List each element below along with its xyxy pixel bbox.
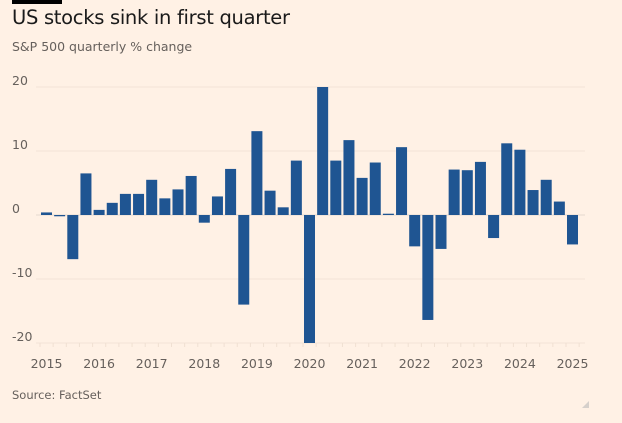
chart-subtitle: S&P 500 quarterly % change bbox=[12, 39, 193, 54]
bar-2015-q1 bbox=[41, 212, 52, 215]
bar-2022-q4 bbox=[448, 169, 460, 215]
y-tick-label: -20 bbox=[12, 329, 32, 344]
bar-2017-q3 bbox=[172, 189, 184, 215]
y-tick-label: 10 bbox=[12, 137, 28, 152]
bar-2017-q2 bbox=[159, 198, 171, 215]
bar-2015-q2 bbox=[54, 215, 66, 217]
bar-2022-q3 bbox=[435, 215, 447, 249]
x-axis: 2015 2016 2017 2018 2019 2020 2021 2022 2023 2024… bbox=[31, 356, 589, 371]
bar-2024-q4 bbox=[553, 201, 565, 215]
x-tick-label: 2025 bbox=[557, 356, 589, 371]
bar-2019-q1 bbox=[251, 131, 263, 215]
bar-2024-q2 bbox=[527, 190, 539, 215]
x-tick-label: 2017 bbox=[136, 356, 168, 371]
bar-2017-q1 bbox=[146, 179, 158, 215]
bar-2023-q2 bbox=[474, 161, 486, 215]
y-tick-label: 0 bbox=[12, 201, 20, 216]
bar-2016-q1 bbox=[93, 209, 105, 215]
bar-2022-q1 bbox=[409, 215, 421, 247]
bar-2021-q4 bbox=[396, 147, 408, 215]
bar-2018-q4 bbox=[238, 215, 250, 305]
bar-2024-q1 bbox=[514, 149, 526, 215]
bar-2015-q4 bbox=[80, 173, 92, 215]
brand-bar bbox=[12, 0, 62, 4]
bar-2020-q3 bbox=[330, 160, 342, 215]
bar-2022-q2 bbox=[422, 215, 434, 320]
x-tick-label: 2019 bbox=[241, 356, 273, 371]
x-tick-label: 2021 bbox=[346, 356, 378, 371]
x-tick-label: 2022 bbox=[399, 356, 431, 371]
bar-2019-q3 bbox=[277, 207, 289, 215]
bar-2018-q1 bbox=[198, 215, 210, 223]
bar-2020-q1 bbox=[304, 215, 315, 343]
bar-2018-q2 bbox=[211, 196, 223, 215]
bar-2020-q4 bbox=[343, 140, 355, 215]
bar-2023-q1 bbox=[461, 170, 473, 215]
y-tick-label: -10 bbox=[12, 265, 32, 280]
x-tick-label: 2018 bbox=[188, 356, 220, 371]
resize-handle-icon bbox=[582, 401, 589, 408]
bar-2018-q3 bbox=[225, 168, 237, 215]
chart-title: US stocks sink in first quarter bbox=[12, 6, 290, 29]
bar-2016-q2 bbox=[106, 202, 118, 215]
bars bbox=[41, 87, 578, 343]
x-tick-label: 2015 bbox=[31, 356, 63, 371]
x-tick-label: 2016 bbox=[83, 356, 115, 371]
bar-2019-q4 bbox=[290, 160, 302, 215]
bar-2015-q3 bbox=[67, 215, 79, 260]
source-note: Source: FactSet bbox=[12, 388, 102, 402]
x-tick-label: 2024 bbox=[504, 356, 536, 371]
bar-2023-q3 bbox=[488, 215, 500, 239]
bar-2016-q3 bbox=[119, 193, 131, 215]
bar-2016-q4 bbox=[133, 193, 145, 215]
bar-2020-q2 bbox=[317, 87, 329, 215]
bar-2021-q3 bbox=[382, 213, 394, 215]
y-tick-label: 20 bbox=[12, 73, 28, 88]
bar-2023-q4 bbox=[501, 143, 513, 215]
bar-2021-q1 bbox=[356, 177, 368, 215]
bar-2024-q3 bbox=[540, 179, 552, 215]
x-tick-label: 2020 bbox=[294, 356, 326, 371]
bar-2021-q2 bbox=[369, 162, 381, 215]
bar-2025-q1 bbox=[567, 215, 578, 245]
bar-2017-q4 bbox=[185, 175, 197, 215]
bar-2019-q2 bbox=[264, 190, 276, 215]
x-tick-label: 2023 bbox=[451, 356, 483, 371]
y-axis: 20 10 0 -10 -20 bbox=[12, 73, 32, 344]
